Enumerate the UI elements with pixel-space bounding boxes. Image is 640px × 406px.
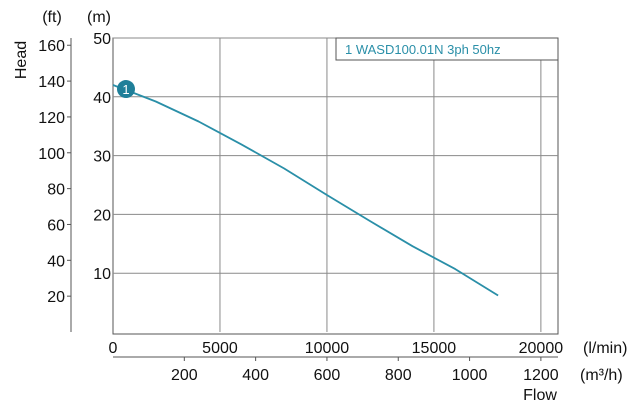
- m-tick-label: 50: [93, 31, 111, 48]
- lmin-unit-label: (l/min): [583, 340, 627, 357]
- curve-number-label: 1: [122, 82, 129, 97]
- m3h-tick-label: 200: [171, 367, 198, 384]
- m3h-tick-label: 1000: [452, 367, 488, 384]
- ft-tick-label: 80: [47, 182, 65, 199]
- ft-unit-label: (ft): [42, 9, 62, 26]
- lmin-tick-labels: 0 5000 10000 15000 20000: [109, 340, 564, 357]
- ft-tick-label: 120: [38, 110, 65, 127]
- lmin-tick-label: 10000: [305, 340, 350, 357]
- head-axis-title: Head: [13, 41, 30, 79]
- ft-tick-label: 60: [47, 217, 65, 234]
- pump-curve-line: [112, 84, 499, 297]
- m-tick-label: 20: [93, 207, 111, 224]
- lmin-tick-label: 20000: [519, 340, 564, 357]
- ft-tick-label: 140: [38, 74, 65, 91]
- series-layer: 1: [112, 80, 499, 297]
- ft-tick-label: 40: [47, 253, 65, 270]
- m-tick-label: 40: [93, 90, 111, 107]
- m3h-tick-label: 800: [385, 367, 412, 384]
- m3h-unit-label: (m³/h): [580, 367, 623, 384]
- m3h-tick-label: 600: [314, 367, 341, 384]
- m-tick-label: 30: [93, 149, 111, 166]
- lmin-tick-label: 0: [109, 340, 118, 357]
- curve-number-marker: [117, 80, 135, 99]
- m-unit-label: (m): [87, 9, 111, 26]
- m3h-tick-labels: 200 400 600 800 1000 1200: [113, 356, 559, 384]
- gridlines: [113, 37, 558, 332]
- lmin-tick-label: 15000: [412, 340, 457, 357]
- m-tick-label: 10: [93, 266, 111, 283]
- ft-tick-labels: 20 40 60 80 100 120 140 160: [38, 38, 71, 306]
- ft-tick-label: 20: [47, 289, 65, 306]
- plot-area-frame: [112, 37, 559, 335]
- ft-tick-label: 100: [38, 146, 65, 163]
- m-tick-labels: 10 20 30 40 50: [93, 31, 111, 283]
- m3h-tick-label: 1200: [523, 367, 559, 384]
- m3h-tick-label: 400: [242, 367, 269, 384]
- flow-axis-title: Flow: [523, 387, 557, 404]
- legend-entry: 1 WASD100.01N 3ph 50hz: [345, 42, 501, 57]
- ft-tick-label: 160: [38, 38, 65, 55]
- legend-box: [335, 37, 559, 61]
- lmin-tick-label: 5000: [202, 340, 238, 357]
